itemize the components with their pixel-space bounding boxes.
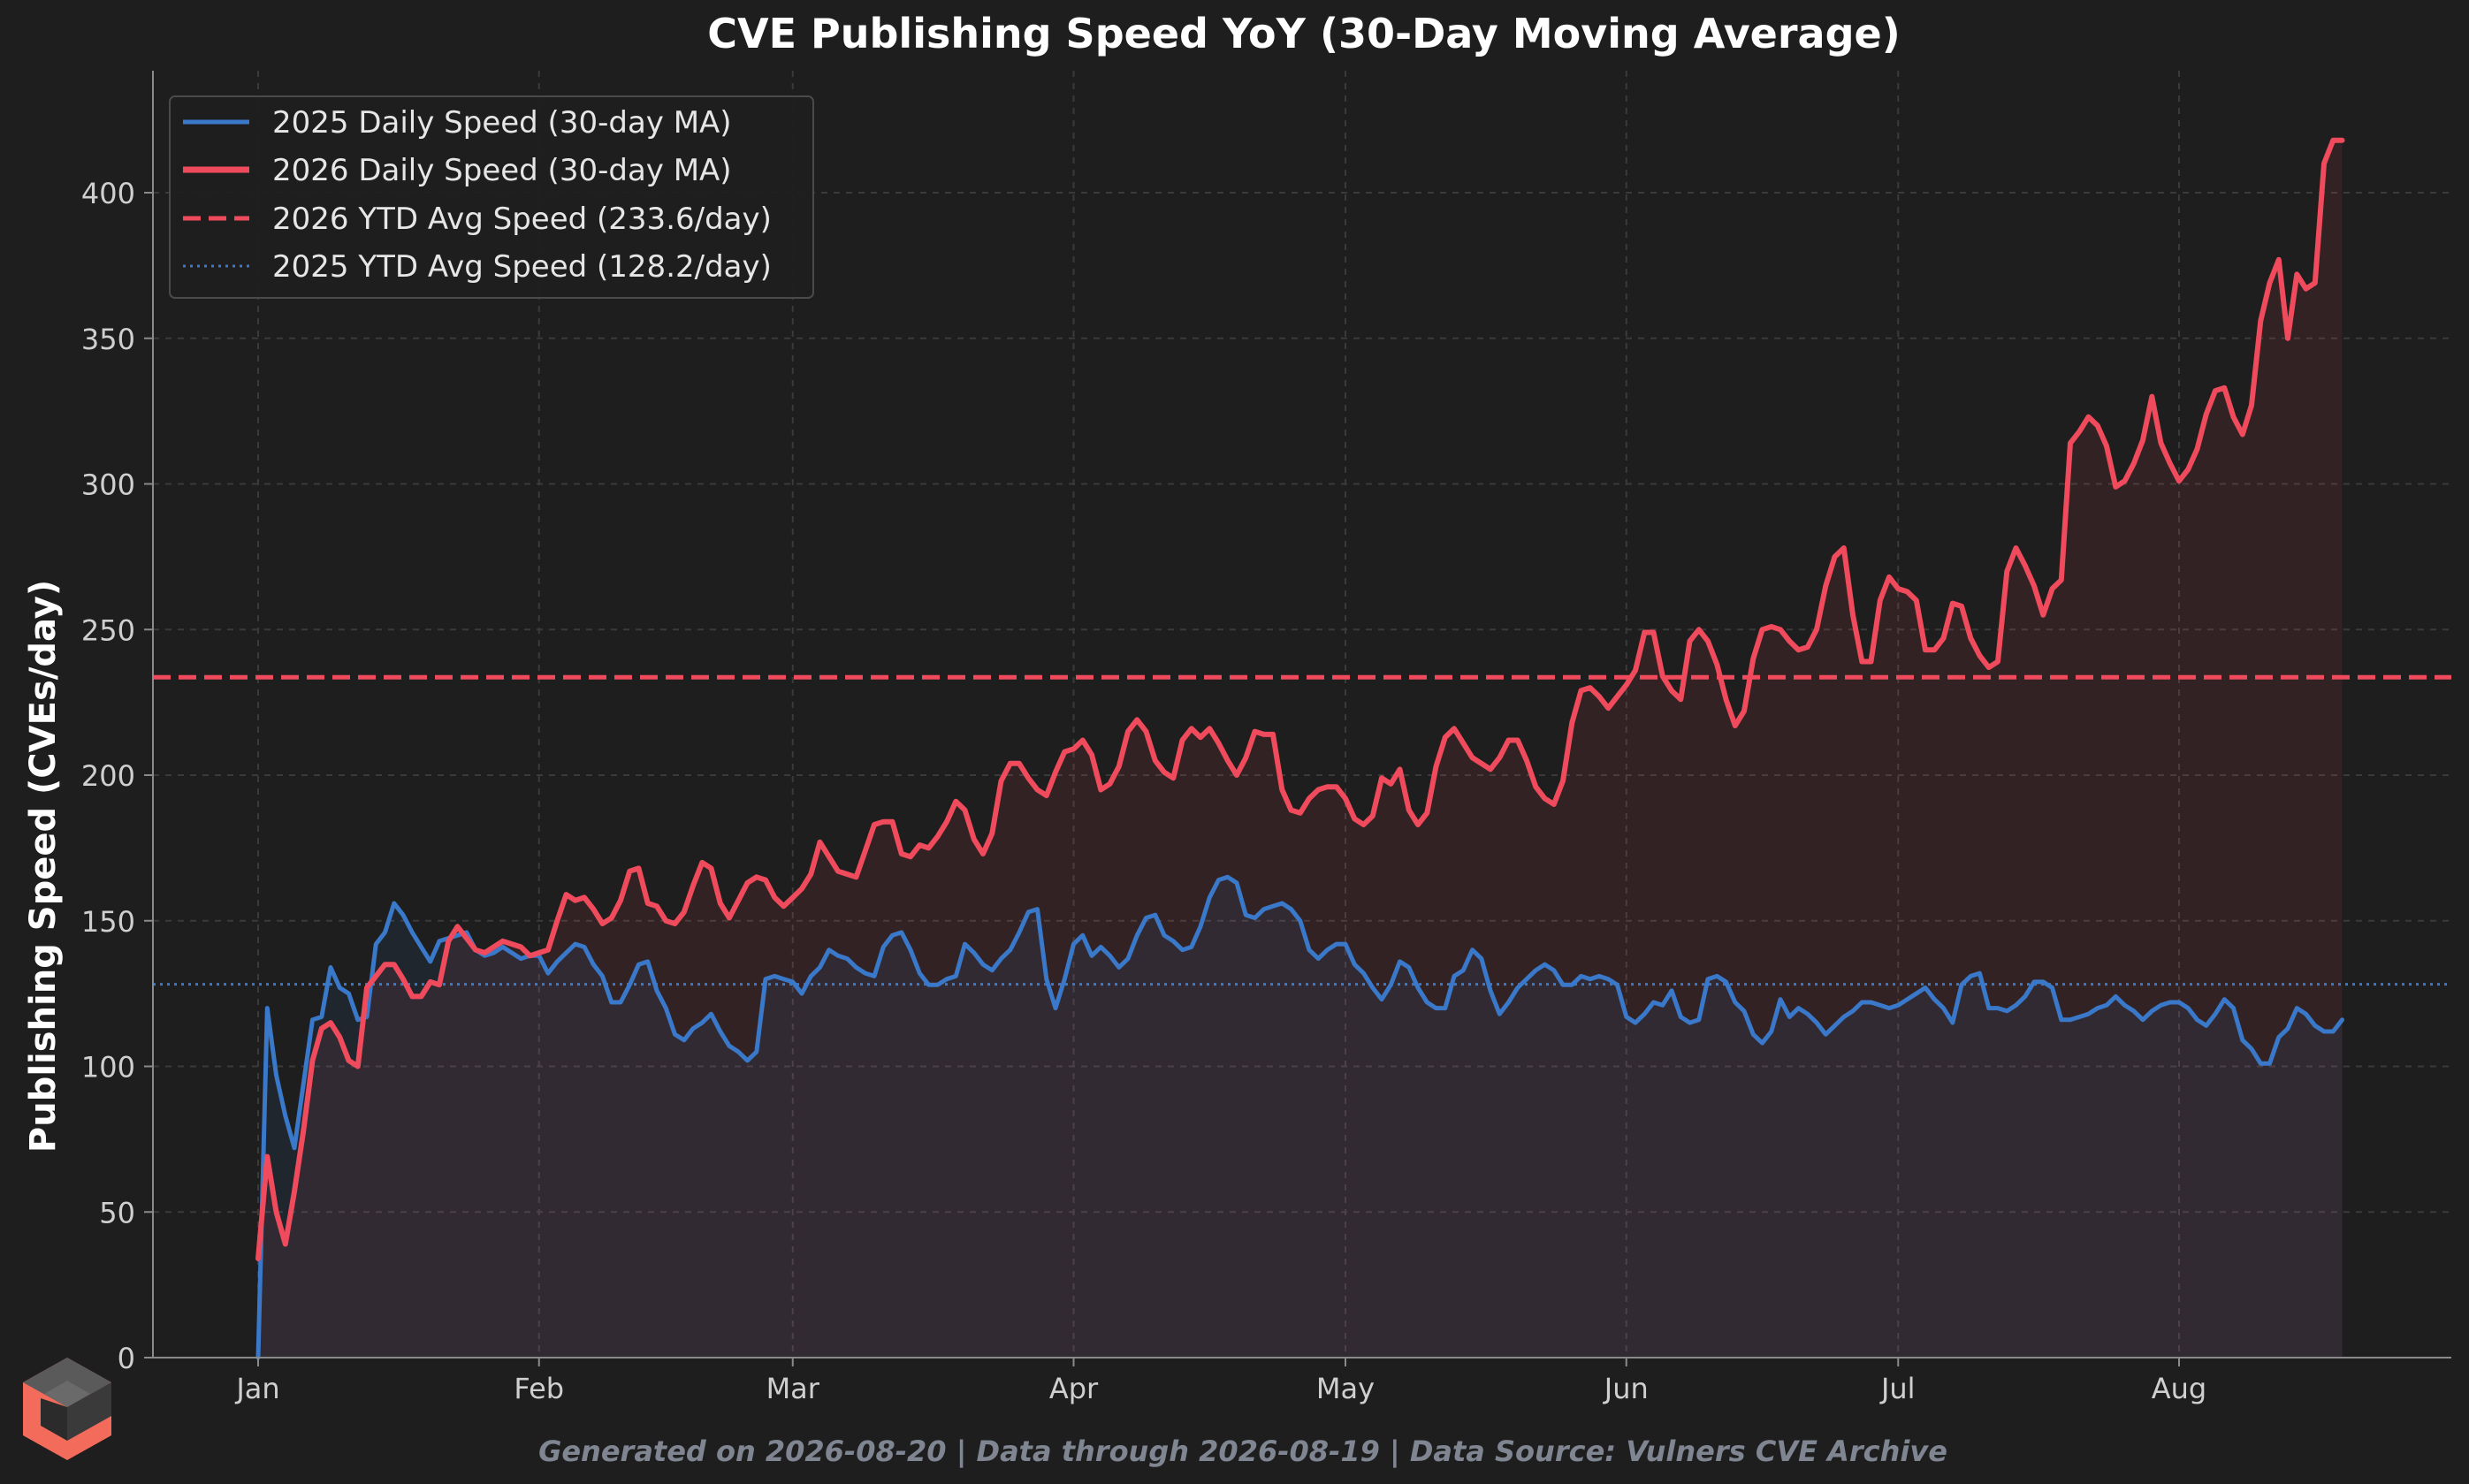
y-tick-label: 400 xyxy=(81,177,135,210)
axes xyxy=(144,71,2451,1366)
legend-box xyxy=(169,95,814,299)
series-line-2026 xyxy=(255,137,2345,1261)
legend-label-2025-avg: 2025 YTD Avg Speed (128.2/day) xyxy=(272,249,772,285)
average-lines xyxy=(153,674,2451,986)
legend: 2025 Daily Speed (30-day MA) 2026 Daily … xyxy=(169,95,814,299)
y-tick-label: 350 xyxy=(81,323,135,356)
series-line-2025 xyxy=(255,874,2344,1360)
footer-text: Generated on 2026-08-20 | Data through 2… xyxy=(538,1435,1947,1469)
area-fill-2025 xyxy=(258,877,2343,1358)
series-lines xyxy=(255,137,2345,1360)
y-tick-label: 300 xyxy=(81,468,135,502)
y-tick-label: 0 xyxy=(118,1342,135,1375)
x-tick-label: Jul xyxy=(1879,1372,1916,1405)
area-fill-2026 xyxy=(258,140,2343,1358)
x-tick-label: Jun xyxy=(1603,1372,1649,1405)
legend-label-2026-avg: 2026 YTD Avg Speed (233.6/day) xyxy=(272,202,772,237)
y-tick-label: 100 xyxy=(81,1051,135,1084)
hexagon-cube-logo-icon xyxy=(23,1358,111,1460)
area-fills xyxy=(258,140,2343,1358)
y-tick-labels: 0 50 100 150 200 250 300 350 400 xyxy=(81,177,135,1375)
legend-label-2025: 2025 Daily Speed (30-day MA) xyxy=(272,105,732,141)
legend-label-2026: 2026 Daily Speed (30-day MA) xyxy=(272,153,732,188)
legend-item-2025-avg: 2025 YTD Avg Speed (128.2/day) xyxy=(183,249,772,285)
legend-item-2026: 2026 Daily Speed (30-day MA) xyxy=(183,153,732,188)
y-tick-label: 50 xyxy=(99,1196,135,1229)
y-tick-label: 150 xyxy=(81,905,135,939)
x-tick-label: Aug xyxy=(2152,1372,2206,1405)
y-axis-label: Publishing Speed (CVEs/day) xyxy=(23,580,64,1153)
x-tick-label: May xyxy=(1316,1372,1375,1405)
x-tick-label: Apr xyxy=(1049,1372,1099,1405)
legend-item-2026-avg: 2026 YTD Avg Speed (233.6/day) xyxy=(183,202,772,237)
x-tick-label: Mar xyxy=(766,1372,820,1405)
x-tick-label: Feb xyxy=(514,1372,564,1405)
chart-title: CVE Publishing Speed YoY (30-Day Moving … xyxy=(707,10,1901,57)
legend-item-2025: 2025 Daily Speed (30-day MA) xyxy=(183,105,732,141)
y-tick-label: 250 xyxy=(81,613,135,647)
x-tick-labels: Jan Feb Mar Apr May Jun Jul Aug xyxy=(234,1372,2206,1405)
plot-area: 0 50 100 150 200 250 300 350 400 Jan Feb Mar Apr May… xyxy=(81,71,2451,1405)
x-tick-label: Jan xyxy=(234,1372,279,1405)
y-tick-label: 200 xyxy=(81,759,135,793)
